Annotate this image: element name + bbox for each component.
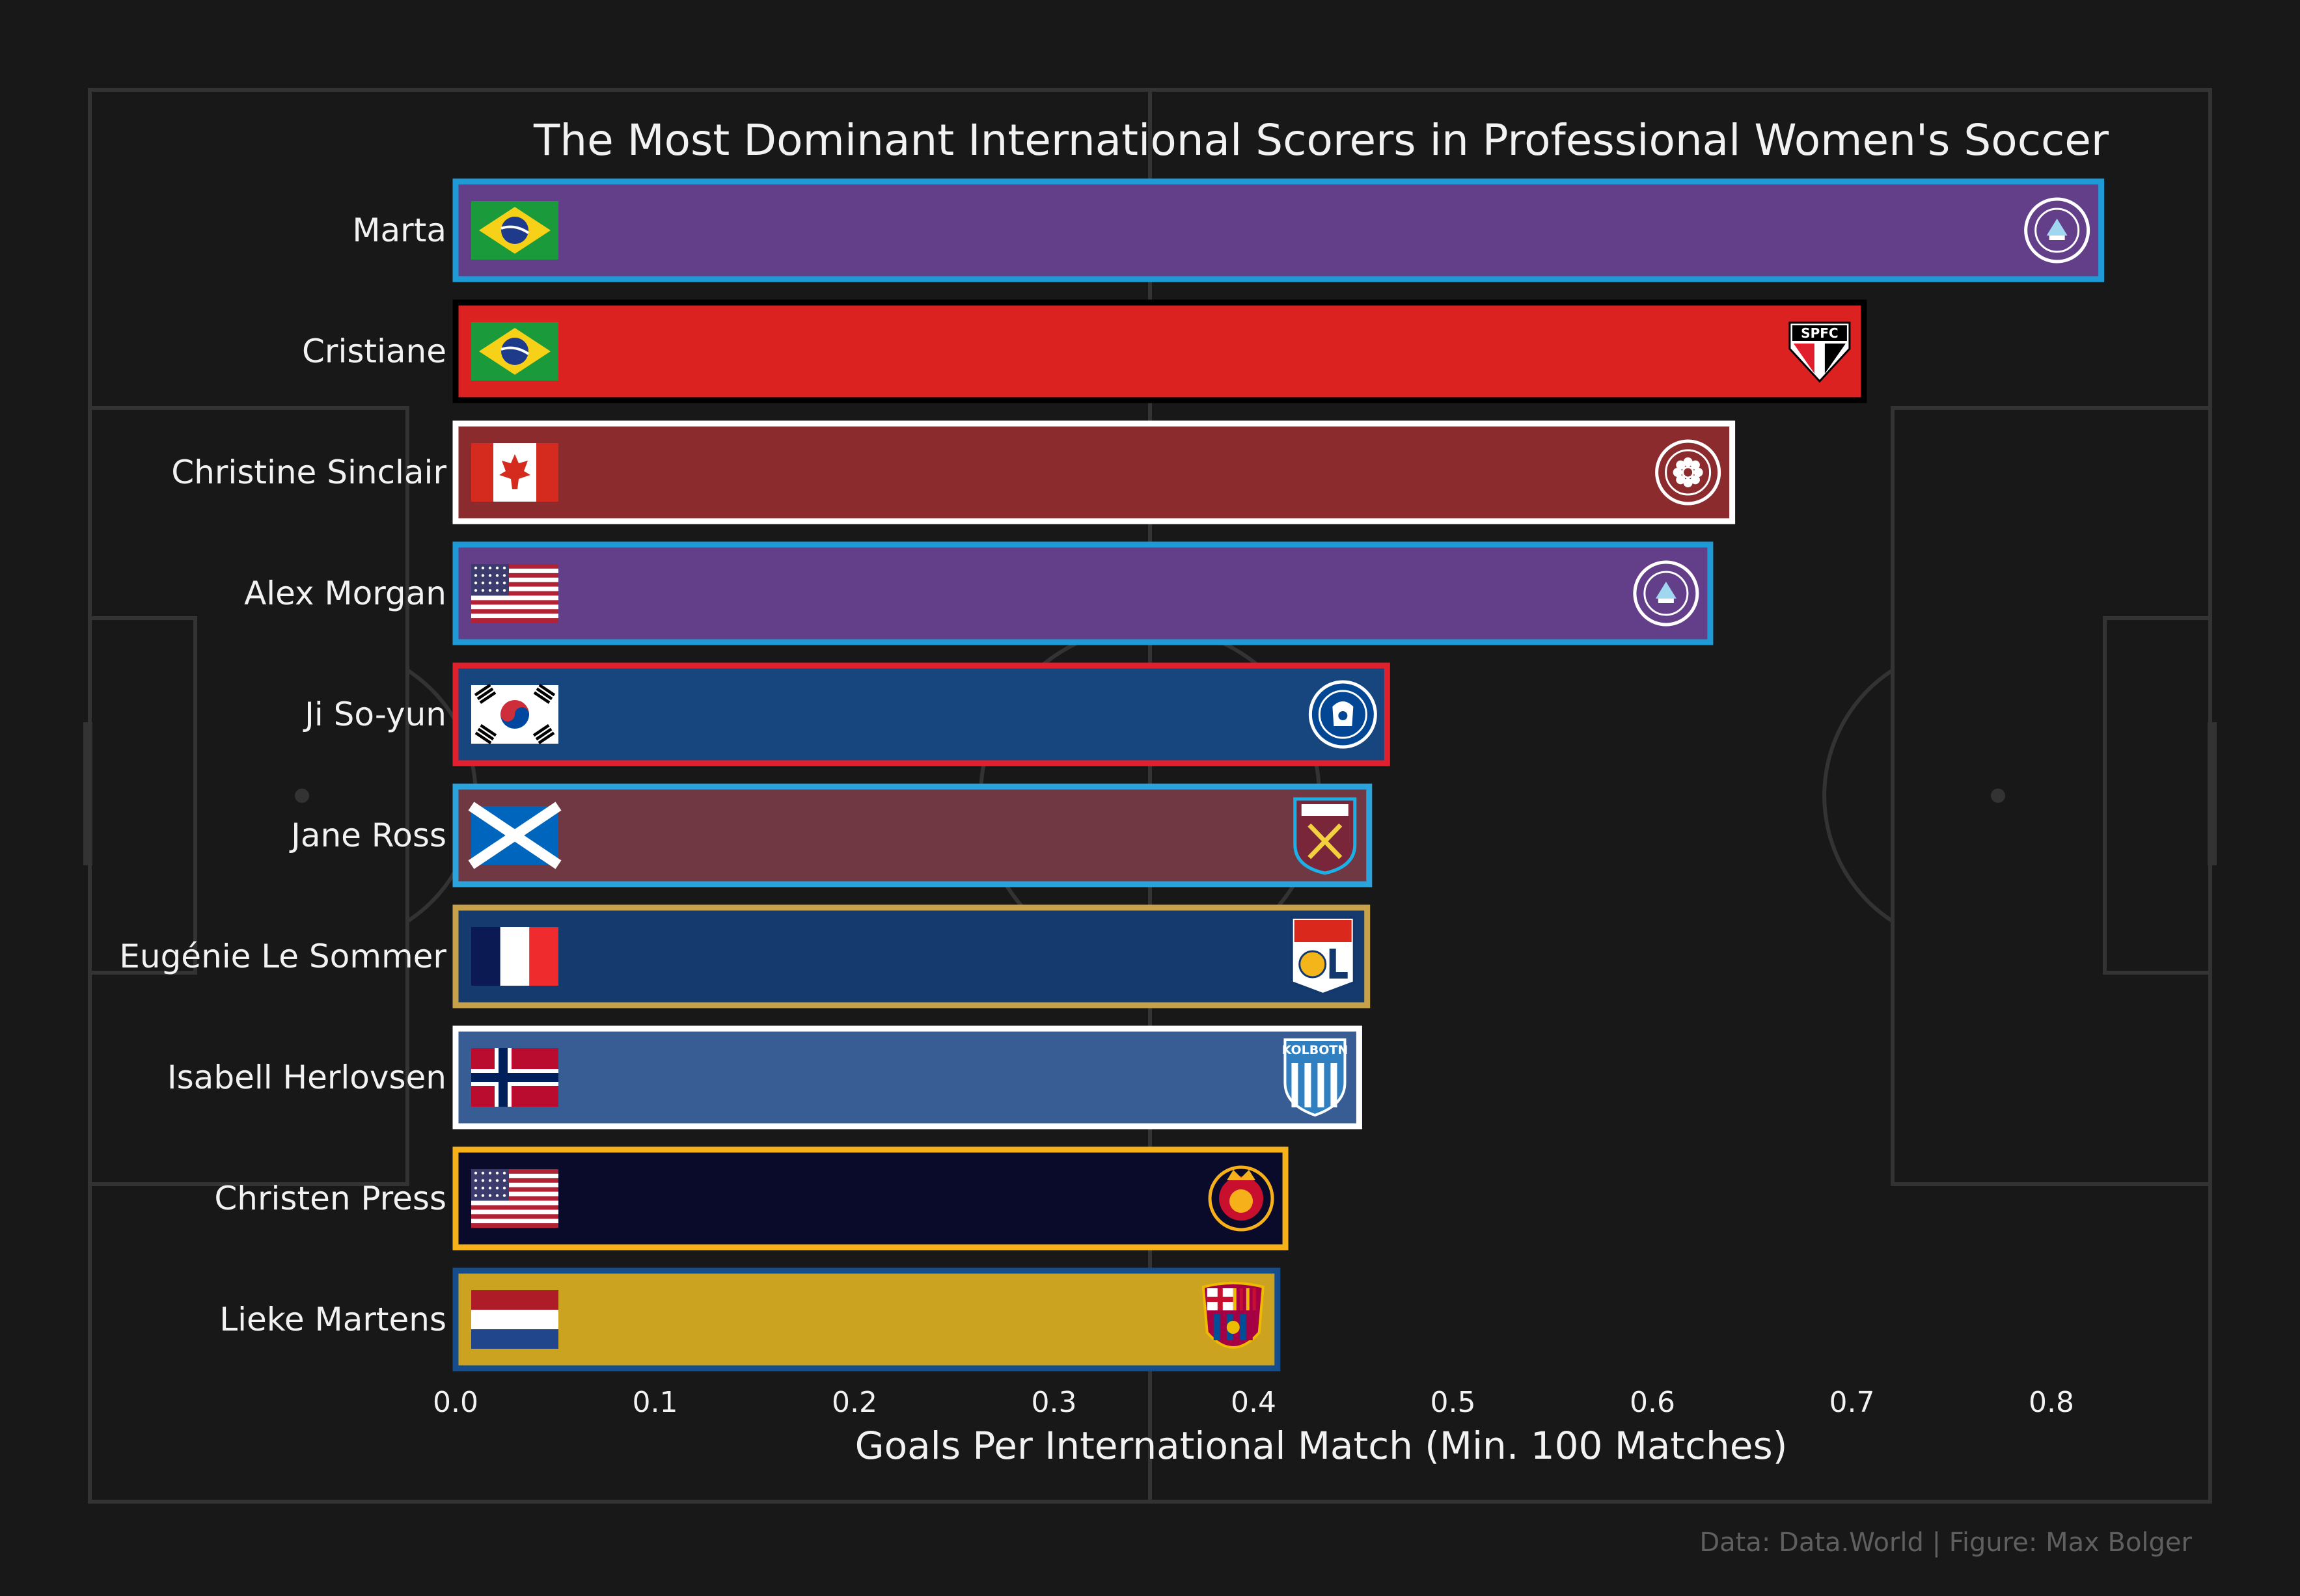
bar [452, 904, 1371, 1008]
brazil-flag-icon [471, 201, 558, 260]
bar-group [452, 783, 1373, 887]
south-korea-flag-icon [471, 683, 558, 744]
bar-group [452, 420, 1736, 524]
x-tick-label: 0.4 [1231, 1386, 1276, 1419]
bar [452, 178, 2105, 282]
bar-name-label: Ji So-yun [303, 696, 446, 733]
bar-name-label: Jane Ross [289, 817, 446, 854]
norway-flag-icon [471, 1048, 558, 1107]
netherlands-flag-icon [471, 1290, 558, 1349]
bar-group: SPFC [452, 299, 1867, 403]
canada-flag-icon [471, 443, 558, 502]
olympique-lyonnais-crest-icon [1290, 916, 1356, 996]
chelsea-crest-icon [1308, 680, 1377, 749]
bar-name-label: Eugénie Le Sommer [119, 938, 446, 975]
bar-name-label: Isabell Herlovsen [167, 1059, 446, 1096]
x-tick-label: 0.8 [2029, 1386, 2074, 1419]
bar [452, 1025, 1362, 1129]
bar-name-label: Alex Morgan [244, 575, 446, 612]
bar [452, 662, 1390, 766]
bar-group [452, 662, 1390, 766]
x-tick-label: 0.0 [433, 1386, 478, 1419]
x-tick-label: 0.7 [1829, 1386, 1875, 1419]
bar-name-label: Christine Sinclair [171, 453, 446, 491]
bar-name-label: Lieke Martens [219, 1301, 446, 1338]
bar [452, 783, 1373, 887]
chart-title: The Most Dominant International Scorers … [533, 115, 2109, 165]
spfc-crest-text: SPFC [1801, 325, 1838, 341]
bar-name-label: Cristiane [302, 332, 446, 370]
x-axis-label: Goals Per International Match (Min. 100 … [855, 1424, 1788, 1468]
orlando-pride-crest-icon [2024, 197, 2090, 264]
bar-group [452, 1267, 1281, 1372]
pitch-right-penalty-arc [1822, 668, 1894, 923]
bar-name-label: Marta [352, 211, 446, 249]
fc-barcelona-crest-icon [1201, 1282, 1265, 1349]
bars-layer: SPFC KOLBOTN [452, 178, 2105, 1372]
bar [452, 420, 1736, 524]
bar-group [452, 1146, 1289, 1251]
bar-group [452, 541, 1714, 645]
bar-group: KOLBOTN [452, 1025, 1362, 1129]
x-tick-label: 0.6 [1630, 1386, 1675, 1419]
bar-group [452, 178, 2105, 282]
x-tick-label: 0.1 [633, 1386, 678, 1419]
pitch-left-goal [83, 722, 92, 865]
orlando-pride-crest-icon [1633, 560, 1699, 627]
chart-caption: Data: Data.World | Figure: Max Bolger [1699, 1528, 2192, 1558]
pitch-right-penalty-spot [1991, 789, 2005, 803]
bar [452, 541, 1714, 645]
pitch-right-goal [2208, 722, 2217, 865]
west-ham-crest-icon [1293, 797, 1357, 875]
usa-flag-icon [471, 1169, 558, 1228]
france-flag-icon [471, 927, 558, 986]
brazil-flag-icon [471, 322, 558, 381]
sao-paulo-fc-crest-icon: SPFC [1788, 321, 1851, 383]
usa-flag-icon [471, 564, 558, 623]
utah-royals-crest-icon [1208, 1165, 1274, 1232]
x-axis-ticks: 0.0 0.1 0.2 0.3 0.4 0.5 0.6 0.7 0.8 [433, 1386, 2074, 1419]
portland-thorns-crest-icon [1655, 439, 1721, 506]
x-tick-label: 0.5 [1431, 1386, 1476, 1419]
bar-group [452, 904, 1371, 1008]
kolbotn-crest-icon: KOLBOTN [1282, 1038, 1349, 1117]
bar [452, 299, 1867, 403]
bar [452, 1146, 1289, 1251]
pitch-left-penalty-spot [295, 789, 309, 803]
x-tick-label: 0.2 [832, 1386, 877, 1419]
scotland-flag-icon [468, 802, 562, 869]
kolbotn-crest-text: KOLBOTN [1282, 1043, 1349, 1057]
bar [452, 1267, 1281, 1372]
bar-name-label: Christen Press [214, 1180, 446, 1217]
name-labels-layer: Marta Cristiane Christine Sinclair Alex Mor… [119, 211, 446, 1338]
x-tick-label: 0.3 [1032, 1386, 1077, 1419]
